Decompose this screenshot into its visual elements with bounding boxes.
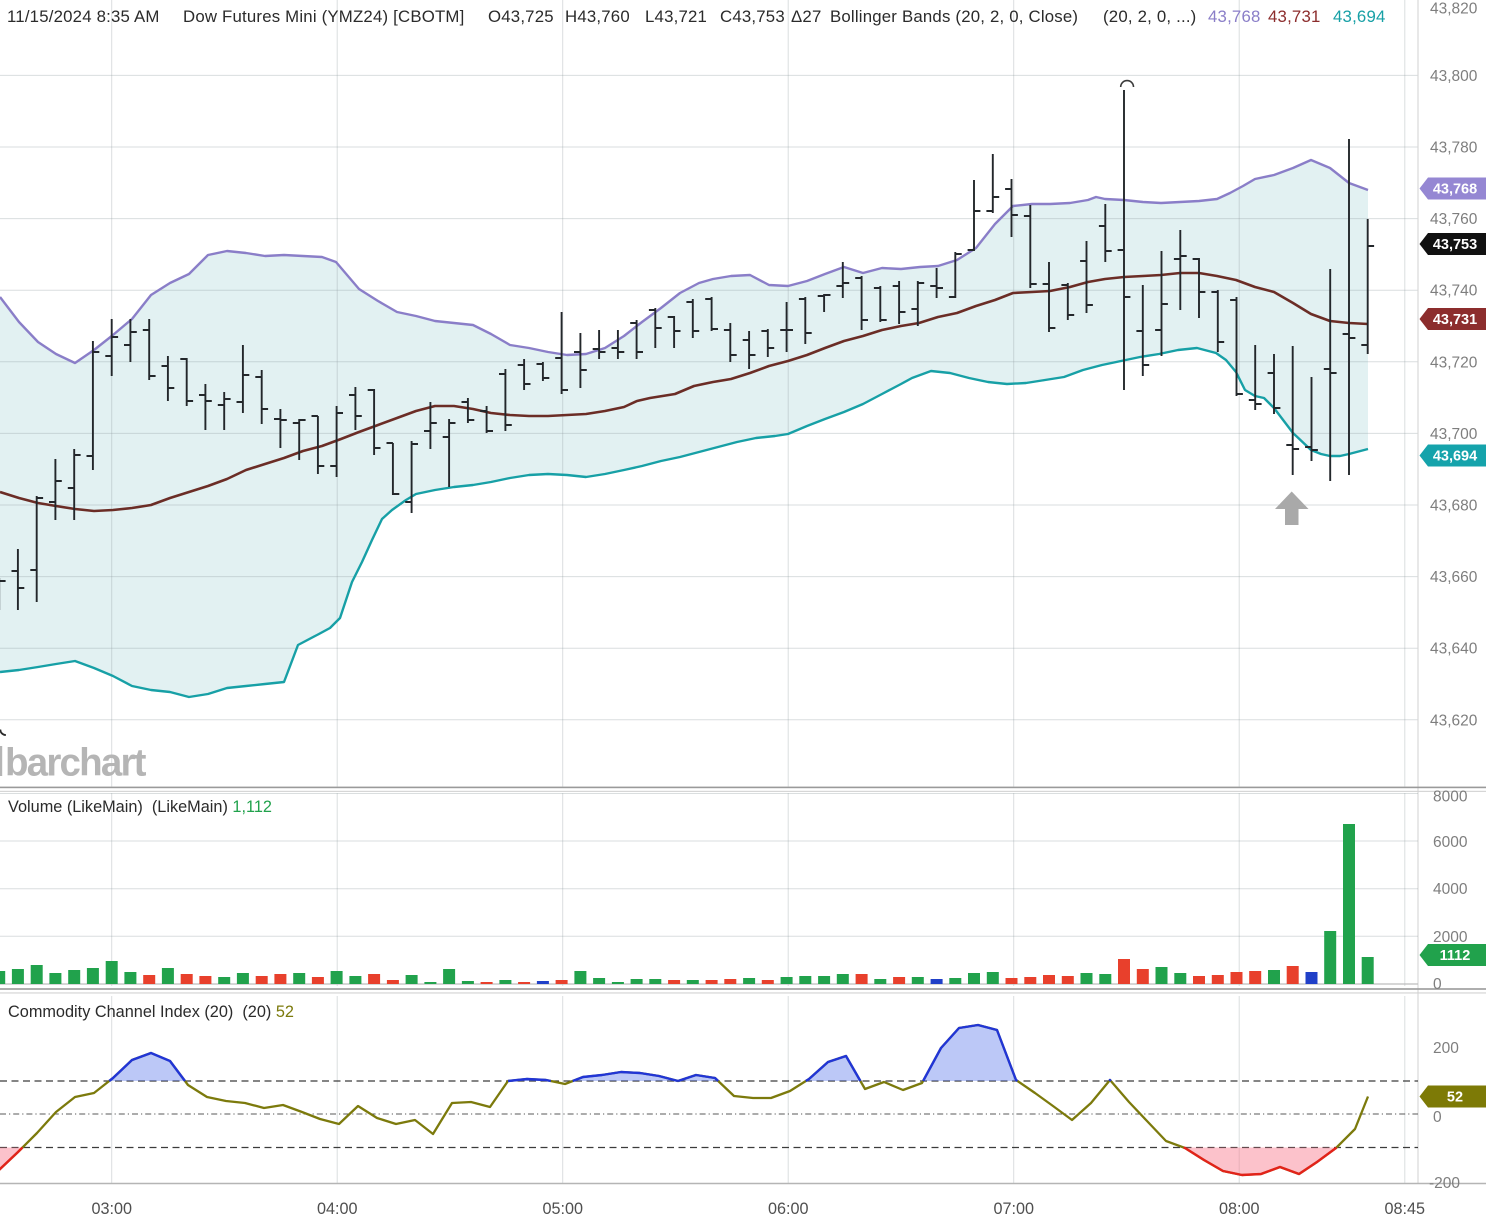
svg-text:0: 0 [1433,976,1442,993]
svg-text:43,780: 43,780 [1430,140,1478,157]
svg-text:H43,760: H43,760 [565,7,630,26]
svg-text:1112: 1112 [1440,948,1471,964]
svg-text:43,640: 43,640 [1430,641,1478,658]
svg-text:43,620: 43,620 [1430,712,1478,729]
svg-text:43,768: 43,768 [1433,182,1477,198]
svg-text:03:00: 03:00 [91,1200,132,1218]
svg-text:6000: 6000 [1433,834,1468,851]
svg-text:43,800: 43,800 [1430,68,1478,85]
svg-text:43,660: 43,660 [1430,569,1478,586]
svg-text:2000: 2000 [1433,929,1468,946]
svg-text:Dow Futures Mini (YMZ24) [CBOT: Dow Futures Mini (YMZ24) [CBOTM] [183,7,464,26]
svg-text:43,753: 43,753 [1433,237,1477,253]
svg-text:4000: 4000 [1433,881,1468,898]
svg-text:43,694: 43,694 [1333,7,1386,26]
svg-text:43,680: 43,680 [1430,498,1478,515]
svg-text:04:00: 04:00 [317,1200,358,1218]
svg-text:52: 52 [1447,1090,1463,1106]
svg-text:43,720: 43,720 [1430,354,1478,371]
svg-text:(20, 2, 0, ...): (20, 2, 0, ...) [1103,7,1196,26]
svg-text:C43,753: C43,753 [720,7,785,26]
svg-text:06:00: 06:00 [768,1200,809,1218]
svg-text:Bollinger Bands (20, 2, 0, Clo: Bollinger Bands (20, 2, 0, Close) [830,7,1078,26]
svg-text:8000: 8000 [1433,789,1468,806]
svg-text:O43,725: O43,725 [488,7,554,26]
svg-text:0: 0 [1433,1109,1442,1126]
svg-text:43,760: 43,760 [1430,211,1478,228]
svg-text:43,731: 43,731 [1268,7,1321,26]
svg-text:43,731: 43,731 [1433,312,1477,328]
svg-text:200: 200 [1433,1040,1459,1057]
svg-text:43,740: 43,740 [1430,283,1478,300]
svg-text:L43,721: L43,721 [645,7,707,26]
svg-text:08:45: 08:45 [1385,1200,1426,1218]
svg-text:43,768: 43,768 [1208,7,1261,26]
svg-text:43,694: 43,694 [1433,449,1477,465]
svg-text:43,820: 43,820 [1430,1,1478,18]
svg-text:Volume (LikeMain) (LikeMain): Volume (LikeMain) (LikeMain) 1,112 [8,798,272,816]
svg-text:-200: -200 [1429,1175,1460,1192]
svg-text:43,700: 43,700 [1430,426,1478,443]
svg-text:Commodity Channel Index (20): Commodity Channel Index (20) (20) 52 [8,1003,294,1021]
svg-text:Δ27: Δ27 [791,7,821,26]
svg-text:11/15/2024 8:35 AM: 11/15/2024 8:35 AM [7,7,160,26]
svg-text:07:00: 07:00 [993,1200,1034,1218]
svg-text:08:00: 08:00 [1219,1200,1260,1218]
svg-text:barchart: barchart [5,742,147,785]
svg-text:05:00: 05:00 [542,1200,583,1218]
